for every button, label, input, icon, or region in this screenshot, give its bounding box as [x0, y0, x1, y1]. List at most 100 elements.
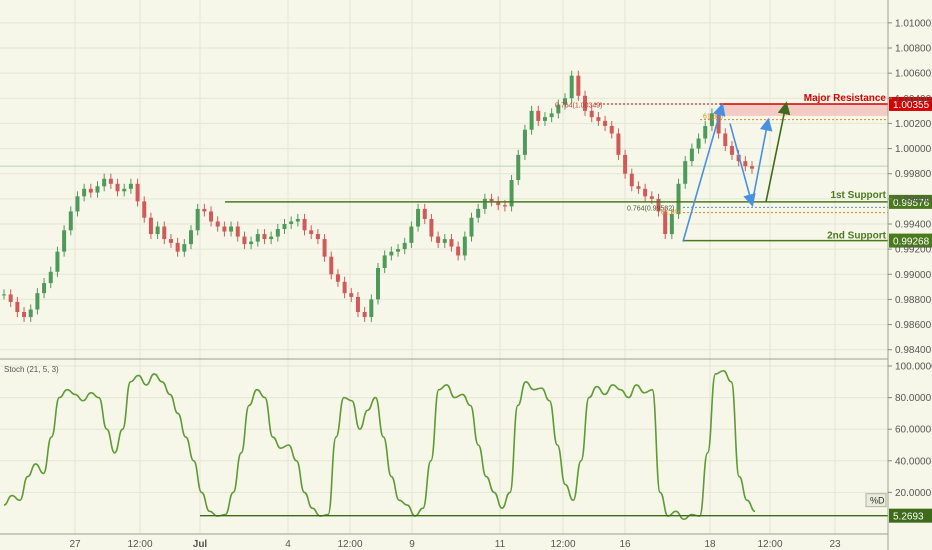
candle-body [108, 178, 113, 184]
time-tick-label: 4 [285, 539, 291, 550]
candle-body [168, 239, 173, 243]
candle-body [636, 186, 641, 189]
stoch-value-label: 5.2693 [893, 512, 924, 523]
stoch-axis[interactable]: 100.0000 80.0000 60.0000 40.0000 20.0000 [888, 362, 932, 499]
candle-body [15, 301, 20, 312]
time-axis[interactable]: 27 12:00 Jul 4 12:00 9 11 12:00 16 18 12:00 23 [69, 539, 841, 550]
candle-body [148, 217, 153, 235]
candle-body [402, 242, 407, 250]
candle-body [289, 221, 294, 224]
candle-body [209, 211, 214, 222]
candle-body [249, 241, 254, 245]
candle-body [262, 234, 267, 240]
candle-body [95, 186, 100, 193]
price-tick-label: 1.01000 [895, 18, 932, 29]
candle-body [563, 98, 567, 105]
price-tick-label: 0.99800 [895, 169, 932, 180]
candle-body [376, 268, 380, 300]
candle-body [202, 208, 207, 212]
candle-body [349, 293, 354, 297]
level-price-badge [889, 194, 932, 209]
candle-body [649, 196, 654, 199]
candle-body [35, 293, 40, 310]
candle-body [442, 239, 447, 243]
price-tick-label: 1.00800 [895, 44, 932, 55]
candle-body [576, 75, 581, 96]
candle-body [416, 208, 421, 227]
price-tick-label: 0.99000 [895, 270, 932, 281]
stoch-tick-label: 40.0000 [895, 456, 932, 467]
candle-body [596, 117, 601, 121]
candle-body [669, 213, 674, 235]
candle-body [362, 312, 367, 318]
candle-body [456, 246, 461, 256]
stoch-d-tag-bg [865, 493, 887, 508]
time-tick-label: 18 [704, 539, 716, 550]
candle-body [102, 178, 107, 187]
candle-body [549, 113, 554, 118]
price-tick-label: 0.99200 [895, 245, 932, 256]
price-tick-label: 1.00200 [895, 119, 932, 130]
candle-body [322, 239, 327, 257]
candle-body [182, 244, 187, 252]
price-axis[interactable]: 1.01000 1.00800 1.00600 1.00400 1.00200 1.000… [888, 18, 932, 356]
candle-body [48, 271, 53, 284]
candle-body [429, 218, 434, 237]
candle-body [703, 125, 708, 139]
time-tick-label: 12:00 [127, 539, 152, 550]
price-tick-label: 1.00000 [895, 144, 932, 155]
candle-body [309, 230, 314, 235]
candle-body [422, 208, 427, 219]
candle-body [155, 226, 160, 235]
price-tick-label: 0.98800 [895, 295, 932, 306]
candle-body [235, 226, 240, 237]
candle-body [436, 236, 441, 243]
candle-body [88, 188, 93, 193]
stoch-d-line [3, 369, 756, 521]
blue-arrow-down [729, 123, 756, 207]
candle-body [42, 283, 47, 294]
candle-body [516, 154, 521, 180]
candle-body [128, 183, 133, 189]
candle-body [476, 208, 481, 218]
candle-body [242, 236, 247, 245]
candle-body [583, 95, 588, 111]
candle-body [709, 113, 714, 126]
time-tick-label: 9 [409, 539, 415, 550]
candle-body [215, 221, 220, 227]
candle-body [469, 217, 474, 237]
candle-body [275, 229, 280, 237]
candle-body [282, 224, 287, 230]
time-tick-label: 23 [829, 539, 841, 550]
level-price-label: 0.99576 [893, 198, 930, 209]
candle-body [629, 173, 634, 187]
candle-body [609, 125, 614, 134]
grid [0, 0, 888, 534]
candle-body [22, 312, 27, 318]
price-tick-label: 0.98600 [895, 320, 932, 331]
level-price-label: 0.99268 [893, 237, 930, 248]
level-name-label: 1st Support [830, 190, 886, 201]
indicator-title[interactable]: Stoch (21, 5, 3) [4, 365, 59, 374]
candle-body [62, 230, 67, 252]
candle-body [663, 211, 668, 235]
stoch-tick-label: 20.0000 [895, 488, 932, 499]
candle-body [522, 129, 527, 155]
time-tick-label: 12:00 [757, 539, 782, 550]
candle-body [162, 226, 167, 240]
green-arrow-target [765, 101, 791, 203]
time-tick-label: 12:00 [550, 539, 575, 550]
candle-body [295, 218, 300, 222]
candle-body [449, 239, 454, 247]
candle-body [222, 226, 227, 232]
candle-body [696, 138, 701, 149]
candle-body [623, 154, 628, 174]
candle-body [28, 309, 33, 318]
candle-body [509, 180, 514, 207]
stoch-tick-label: 60.0000 [895, 425, 932, 436]
candle-body [603, 120, 608, 126]
candle-body [676, 183, 681, 214]
resistance-zone [720, 103, 888, 116]
